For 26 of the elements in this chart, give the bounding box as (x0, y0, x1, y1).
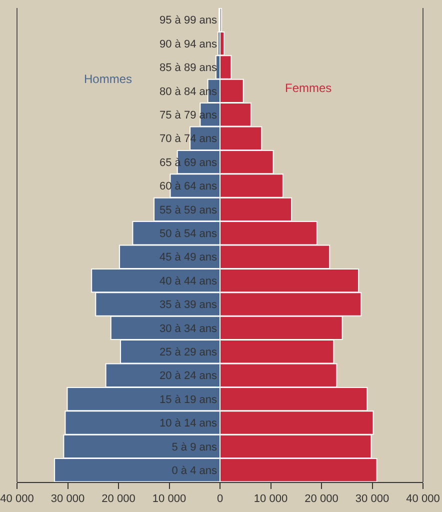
y-tick-label: 25 à 29 ans (160, 346, 218, 358)
y-tick-label: 15 à 19 ans (160, 394, 218, 406)
y-tick-label: 0 à 4 ans (172, 465, 218, 477)
x-tick-label: 10 000 (152, 493, 186, 506)
x-tick-label: 20 000 (304, 493, 338, 506)
x-tick-label: 0 (216, 493, 224, 506)
x-tick-label: 40 000 (0, 493, 34, 506)
y-tick-label: 5 à 9 ans (172, 441, 218, 454)
y-tick-label: 95 à 99 ans (160, 14, 218, 27)
y-tick-label: 55 à 59 ans (160, 204, 218, 216)
y-tick-label: 20 à 24 ans (160, 370, 218, 382)
x-tick-label: 30 000 (50, 493, 85, 506)
y-tick-label: 10 à 14 ans (160, 418, 218, 430)
x-tick-label: 30 000 (355, 493, 390, 506)
y-tick-label: 90 à 94 ans (160, 38, 218, 50)
text: Hommes (84, 72, 132, 86)
text: Femmes (285, 81, 332, 95)
x-tick-label: 40 000 (406, 493, 440, 506)
y-tick-label: 30 à 34 ans (160, 322, 218, 335)
y-tick-label: 40 à 44 ans (160, 275, 218, 288)
y-tick-label: 65 à 69 ans (160, 156, 218, 169)
y-tick-label: 35 à 39 ans (160, 299, 218, 312)
y-tick-label: 50 à 54 ans (160, 228, 218, 240)
x-tick-label: 20 000 (102, 493, 136, 506)
x-tick-label: 10 000 (254, 493, 288, 506)
y-tick-label: 45 à 49 ans (160, 252, 218, 264)
